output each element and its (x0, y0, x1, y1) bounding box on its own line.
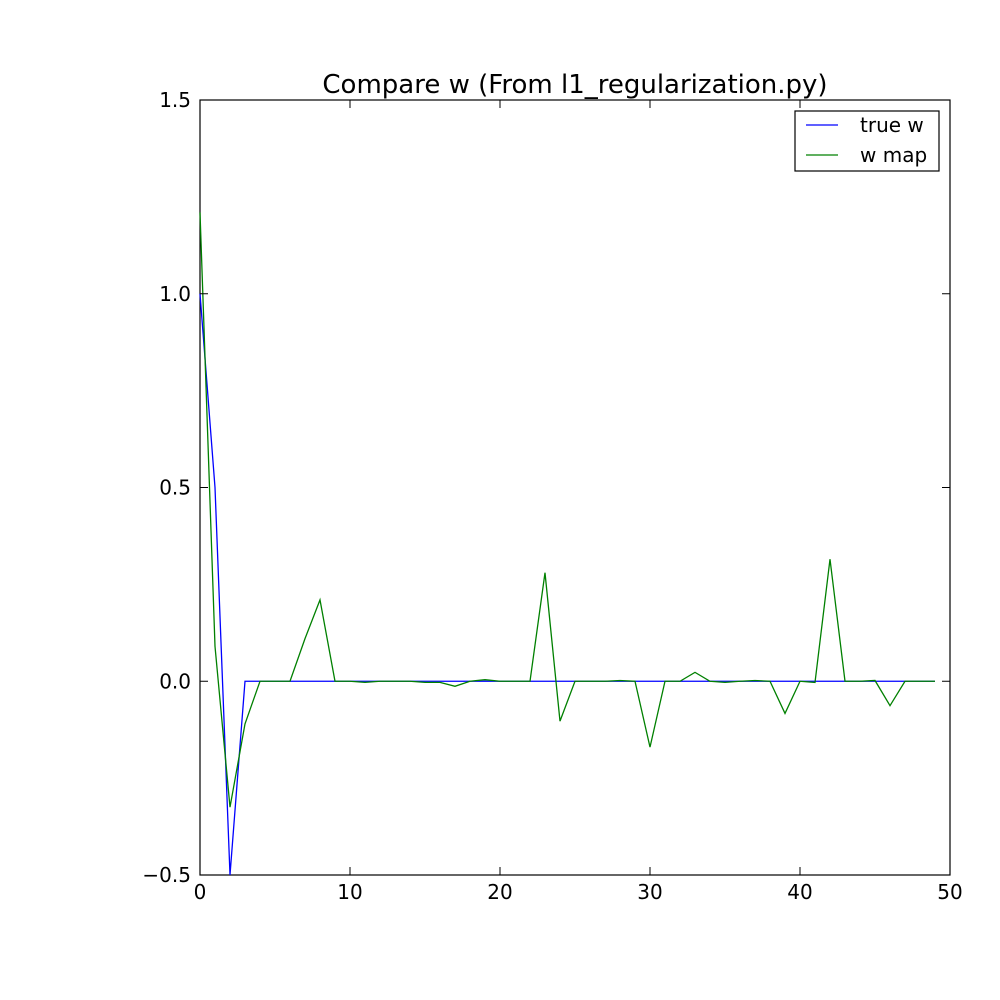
x-tick-label: 20 (487, 880, 512, 904)
legend: true w w map (794, 110, 940, 172)
series-line-true-w (199, 293, 935, 876)
legend-label-w-map: w map (860, 143, 927, 167)
x-tick-label: 30 (637, 880, 662, 904)
y-tick-label: −0.5 (142, 863, 191, 887)
x-tick-label: 10 (337, 880, 362, 904)
plot-area: 0 10 20 30 40 50 −0.5 0.0 0.5 1.0 1.5 (142, 88, 962, 904)
y-tick-label: 1.0 (159, 282, 191, 306)
x-tick-label: 50 (937, 880, 962, 904)
y-tick-label: 0.0 (159, 669, 191, 693)
y-tick-label: 0.5 (159, 476, 191, 500)
plot-frame (199, 99, 951, 876)
legend-box (794, 110, 940, 172)
legend-label-true-w: true w (860, 113, 924, 137)
tick-layer: 0 10 20 30 40 50 −0.5 0.0 0.5 1.0 1.5 (142, 88, 962, 904)
x-tick-label: 0 (194, 880, 207, 904)
x-tick-label: 40 (787, 880, 812, 904)
y-tick-label: 1.5 (159, 88, 191, 112)
series-layer (199, 212, 935, 876)
chart-title: Compare w (From l1_regularization.py) (322, 70, 827, 100)
series-line-w-map (199, 212, 935, 808)
